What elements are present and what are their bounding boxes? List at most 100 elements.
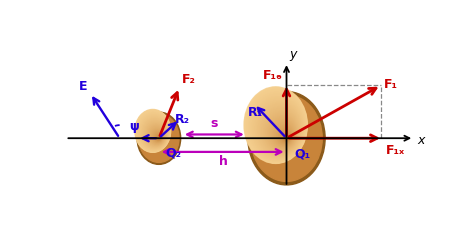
Text: ψ: ψ <box>129 120 139 132</box>
Ellipse shape <box>255 101 302 158</box>
Ellipse shape <box>156 136 161 140</box>
Ellipse shape <box>259 106 300 155</box>
Ellipse shape <box>146 123 165 146</box>
Ellipse shape <box>277 127 292 145</box>
Ellipse shape <box>247 92 306 162</box>
Ellipse shape <box>253 98 303 159</box>
Ellipse shape <box>273 122 294 148</box>
Ellipse shape <box>254 100 302 158</box>
Text: Q₂: Q₂ <box>165 146 181 159</box>
Ellipse shape <box>266 114 297 151</box>
Ellipse shape <box>153 131 162 143</box>
Ellipse shape <box>265 113 297 152</box>
Ellipse shape <box>258 104 301 156</box>
Ellipse shape <box>255 102 302 157</box>
Ellipse shape <box>155 135 161 141</box>
Text: F₁: F₁ <box>383 78 398 90</box>
Ellipse shape <box>249 94 305 161</box>
Ellipse shape <box>143 120 167 148</box>
Ellipse shape <box>137 112 170 152</box>
Ellipse shape <box>250 95 304 160</box>
Ellipse shape <box>245 88 307 164</box>
Ellipse shape <box>152 130 163 143</box>
Text: Q₁: Q₁ <box>294 147 310 160</box>
Ellipse shape <box>249 93 305 161</box>
Ellipse shape <box>154 132 162 142</box>
Ellipse shape <box>148 126 164 145</box>
Ellipse shape <box>139 114 169 150</box>
Ellipse shape <box>280 130 291 143</box>
Ellipse shape <box>137 113 169 151</box>
Ellipse shape <box>278 128 291 144</box>
Ellipse shape <box>248 92 325 185</box>
Ellipse shape <box>273 123 293 147</box>
Ellipse shape <box>282 134 289 142</box>
Ellipse shape <box>158 137 160 140</box>
Ellipse shape <box>146 124 165 146</box>
Ellipse shape <box>143 119 167 148</box>
Ellipse shape <box>263 110 298 153</box>
Text: y: y <box>289 48 296 61</box>
Ellipse shape <box>269 117 296 150</box>
Ellipse shape <box>139 116 168 150</box>
Ellipse shape <box>246 89 307 163</box>
Ellipse shape <box>138 114 169 151</box>
Ellipse shape <box>136 111 170 152</box>
Ellipse shape <box>146 122 166 147</box>
Ellipse shape <box>275 125 292 146</box>
Ellipse shape <box>137 113 170 152</box>
Ellipse shape <box>146 123 165 147</box>
Ellipse shape <box>263 110 299 153</box>
Ellipse shape <box>280 131 290 143</box>
Ellipse shape <box>157 136 160 140</box>
Text: F₁ₔ: F₁ₔ <box>263 69 283 82</box>
Ellipse shape <box>155 134 161 141</box>
Ellipse shape <box>147 125 165 146</box>
Ellipse shape <box>154 133 162 142</box>
Ellipse shape <box>246 90 306 162</box>
Ellipse shape <box>154 132 162 142</box>
Ellipse shape <box>252 97 303 159</box>
Ellipse shape <box>151 129 163 144</box>
Ellipse shape <box>260 107 300 154</box>
Ellipse shape <box>141 117 168 150</box>
Text: F₁ₓ: F₁ₓ <box>386 144 405 156</box>
Ellipse shape <box>152 130 163 143</box>
Ellipse shape <box>248 92 305 162</box>
Ellipse shape <box>147 125 164 146</box>
Ellipse shape <box>135 110 171 153</box>
Ellipse shape <box>145 122 166 147</box>
Ellipse shape <box>277 128 292 145</box>
Ellipse shape <box>269 118 295 150</box>
Ellipse shape <box>144 120 166 148</box>
Ellipse shape <box>149 128 164 144</box>
Ellipse shape <box>140 116 168 150</box>
Text: x: x <box>417 134 425 146</box>
Ellipse shape <box>264 111 298 152</box>
Ellipse shape <box>139 114 179 163</box>
Text: h: h <box>219 154 228 167</box>
Ellipse shape <box>152 131 163 143</box>
Ellipse shape <box>155 134 161 142</box>
Ellipse shape <box>156 135 161 141</box>
Ellipse shape <box>272 121 294 148</box>
Ellipse shape <box>264 112 298 152</box>
Ellipse shape <box>254 99 303 158</box>
Ellipse shape <box>137 112 181 165</box>
Ellipse shape <box>283 135 289 141</box>
Ellipse shape <box>141 117 168 149</box>
Ellipse shape <box>267 116 296 150</box>
Ellipse shape <box>258 105 301 156</box>
Ellipse shape <box>257 103 301 156</box>
Ellipse shape <box>251 96 304 160</box>
Ellipse shape <box>252 96 304 160</box>
Ellipse shape <box>262 109 299 154</box>
Ellipse shape <box>136 112 170 152</box>
Ellipse shape <box>282 133 290 142</box>
Ellipse shape <box>148 126 164 145</box>
Ellipse shape <box>151 129 163 144</box>
Ellipse shape <box>137 112 170 152</box>
Ellipse shape <box>135 110 171 152</box>
Ellipse shape <box>144 121 166 148</box>
Ellipse shape <box>251 96 322 182</box>
